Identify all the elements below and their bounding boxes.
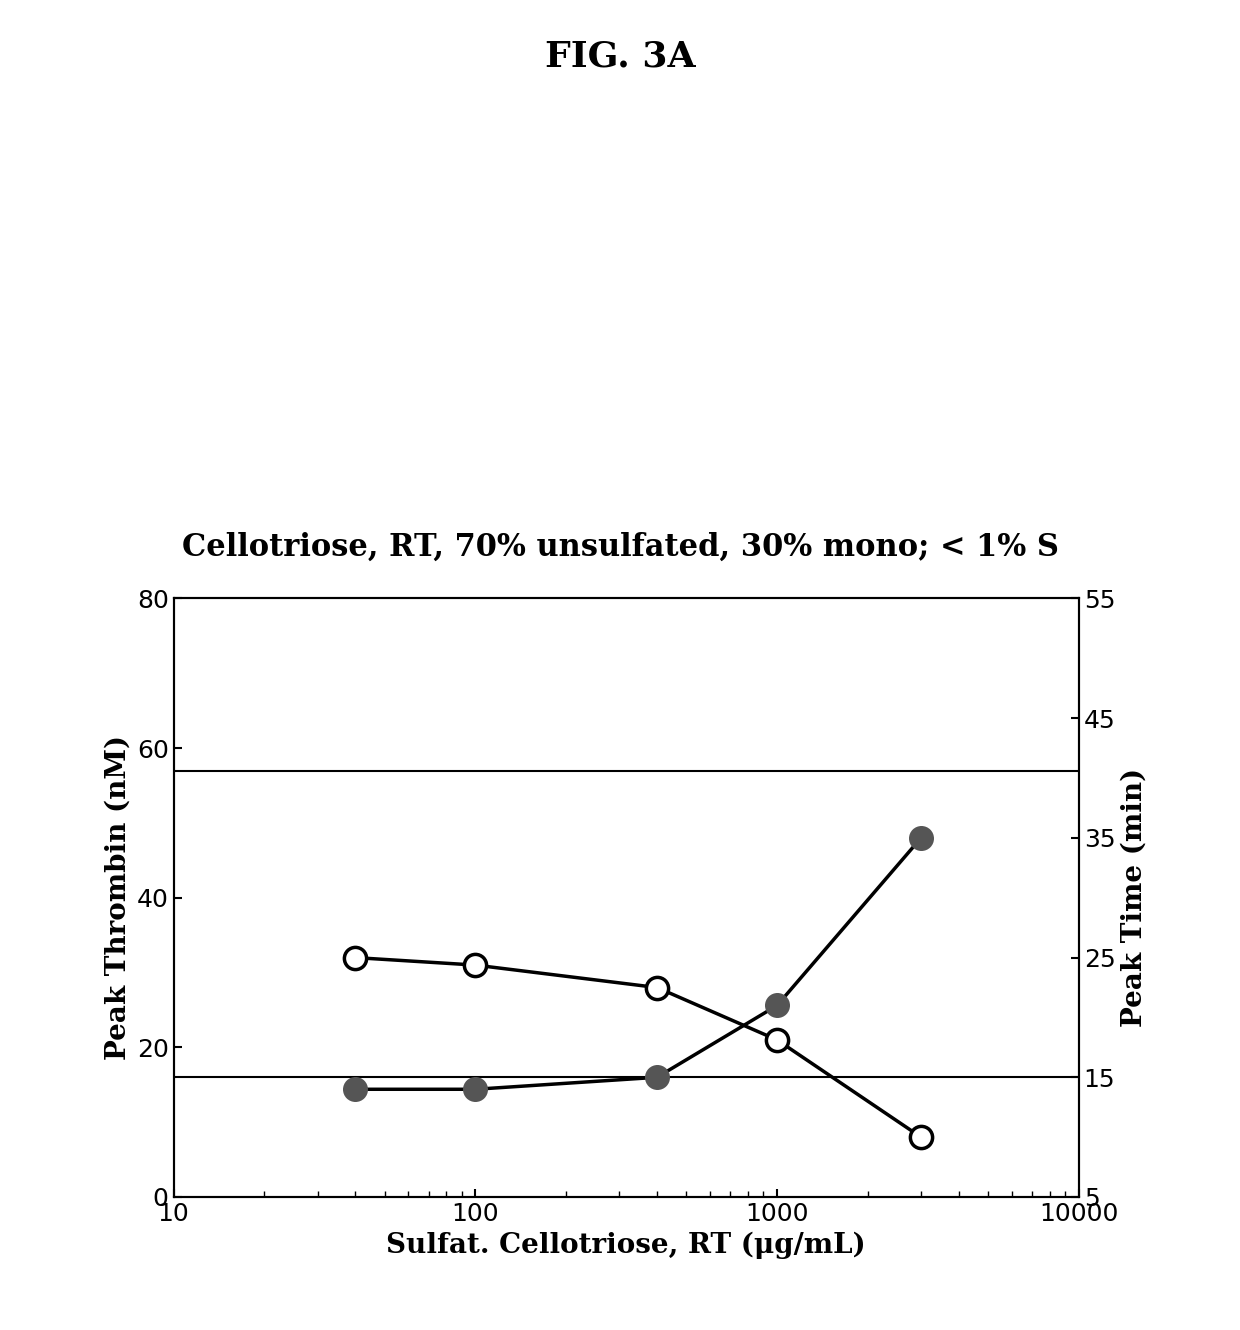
Y-axis label: Peak Time (min): Peak Time (min) xyxy=(1121,769,1148,1027)
Y-axis label: Peak Thrombin (nM): Peak Thrombin (nM) xyxy=(104,735,131,1060)
Text: Cellotriose, RT, 70% unsulfated, 30% mono; < 1% S: Cellotriose, RT, 70% unsulfated, 30% mon… xyxy=(181,532,1059,563)
Text: FIG. 3A: FIG. 3A xyxy=(544,40,696,74)
X-axis label: Sulfat. Cellotriose, RT (μg/mL): Sulfat. Cellotriose, RT (μg/mL) xyxy=(387,1232,866,1258)
